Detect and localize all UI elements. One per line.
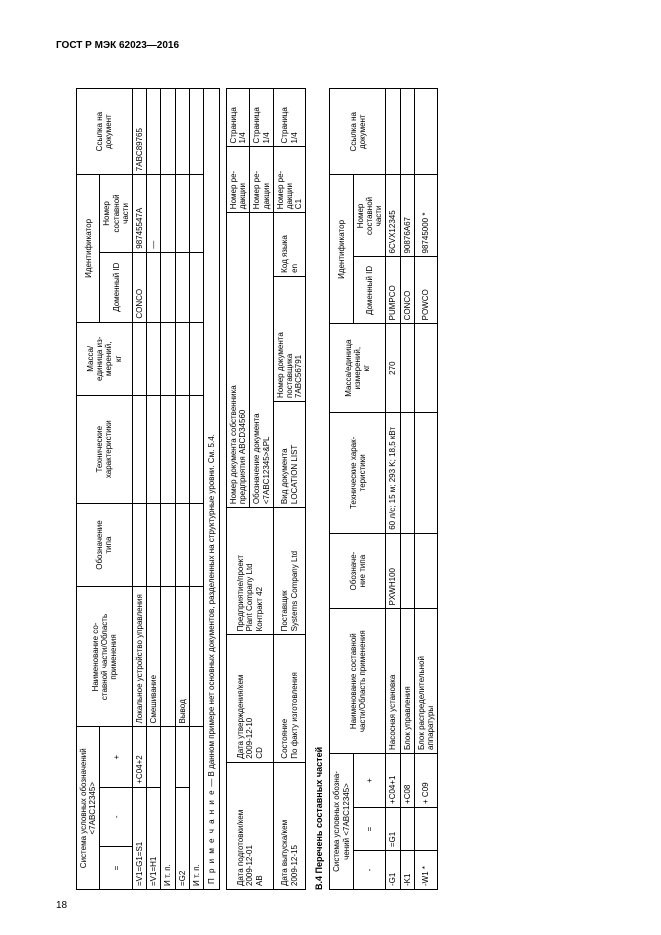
hdr3-id: Идентификатор: [330, 175, 353, 324]
table-components-1: Система условных обозначений<7ABC12345> …: [76, 88, 220, 890]
hdr3-eq: =: [353, 807, 386, 850]
table-titleblock: Дата подготовки/кем2009-12-01ABДата утве…: [226, 88, 306, 890]
table1-note: П р и м е ч а н и е — В данном примере н…: [203, 89, 219, 890]
table-row: =G2Вывод: [175, 89, 189, 890]
hdr3-plus: +: [353, 754, 386, 808]
page-number: 18: [56, 900, 67, 911]
hdr-type: Обозначениетипа: [77, 503, 133, 587]
table-row: Дата выпуска/кем2009-12-15СостояниеПо фа…: [273, 89, 306, 890]
table-row: И т. п.: [189, 89, 203, 890]
hdr3-tech: Технические харак-теристики: [330, 412, 386, 533]
document-page: ГОСТ Р МЭК 62023—2016 Система условных о…: [0, 0, 661, 935]
hdr3-name: Наименование составнойчасти/Область прим…: [330, 609, 386, 754]
hdr-sys: Система условных обозначений<7ABC12345>: [77, 727, 100, 890]
hdr-mass: Масса/единица из-мерений,кг: [77, 322, 133, 395]
hdr-tech: Техническиехарактеристики: [77, 395, 133, 503]
table-row: -W1 *+ C09Блок распределительной аппарат…: [414, 89, 437, 890]
table-row: Дата подготовки/кем2009-12-01ABДата утве…: [227, 89, 250, 890]
hdr3-type: Обозначе-ние типа: [330, 533, 386, 609]
hdr3-sys: Система условных обозна-чений <7ABC12345…: [330, 754, 353, 890]
note-text: — В данном примере нет основных документ…: [207, 434, 216, 789]
table-row: И т. п.: [161, 89, 175, 890]
table-row: =V1=H1Смешивание—: [147, 89, 161, 890]
hdr-part: Номерсоставнойчасти: [100, 175, 133, 253]
hdr-plus: +: [100, 727, 133, 787]
hdr-dash: -: [100, 787, 133, 846]
hdr-eq: =: [100, 846, 133, 889]
standard-code: ГОСТ Р МЭК 62023—2016: [56, 40, 609, 51]
table-row: -G1=G1+C04+1Насосная установкаPXWH10060 …: [386, 89, 400, 890]
rotated-content: Система условных обозначений<7ABC12345> …: [76, 88, 576, 890]
table-components-2: Система условных обозна-чений <7ABC12345…: [329, 88, 438, 890]
hdr3-mass: Масса/единицаизмерений,кг: [330, 324, 386, 413]
table-row: -K1+C08Блок управленияCONCO90876A67: [400, 89, 414, 890]
hdr3-part: Номерсоставнойчасти: [353, 175, 386, 257]
hdr3-dash: -: [353, 851, 386, 890]
hdr3-ref: Ссылка надокумент: [330, 89, 386, 175]
hdr3-domain: Доменный ID: [353, 257, 386, 324]
hdr-domain: Доменный ID: [100, 252, 133, 322]
note-label: П р и м е ч а н и е: [207, 789, 216, 884]
section-title: B.4 Перечень составных частей: [314, 88, 324, 890]
table-row: =V1=G1=S1+C04+2Локальное устройство упра…: [132, 89, 146, 890]
hdr-ref: Ссылка надокумент: [77, 89, 133, 175]
hdr-name: Наименование со-ставной части/Областьпри…: [77, 587, 133, 727]
hdr-id: Идентификатор: [77, 175, 100, 322]
